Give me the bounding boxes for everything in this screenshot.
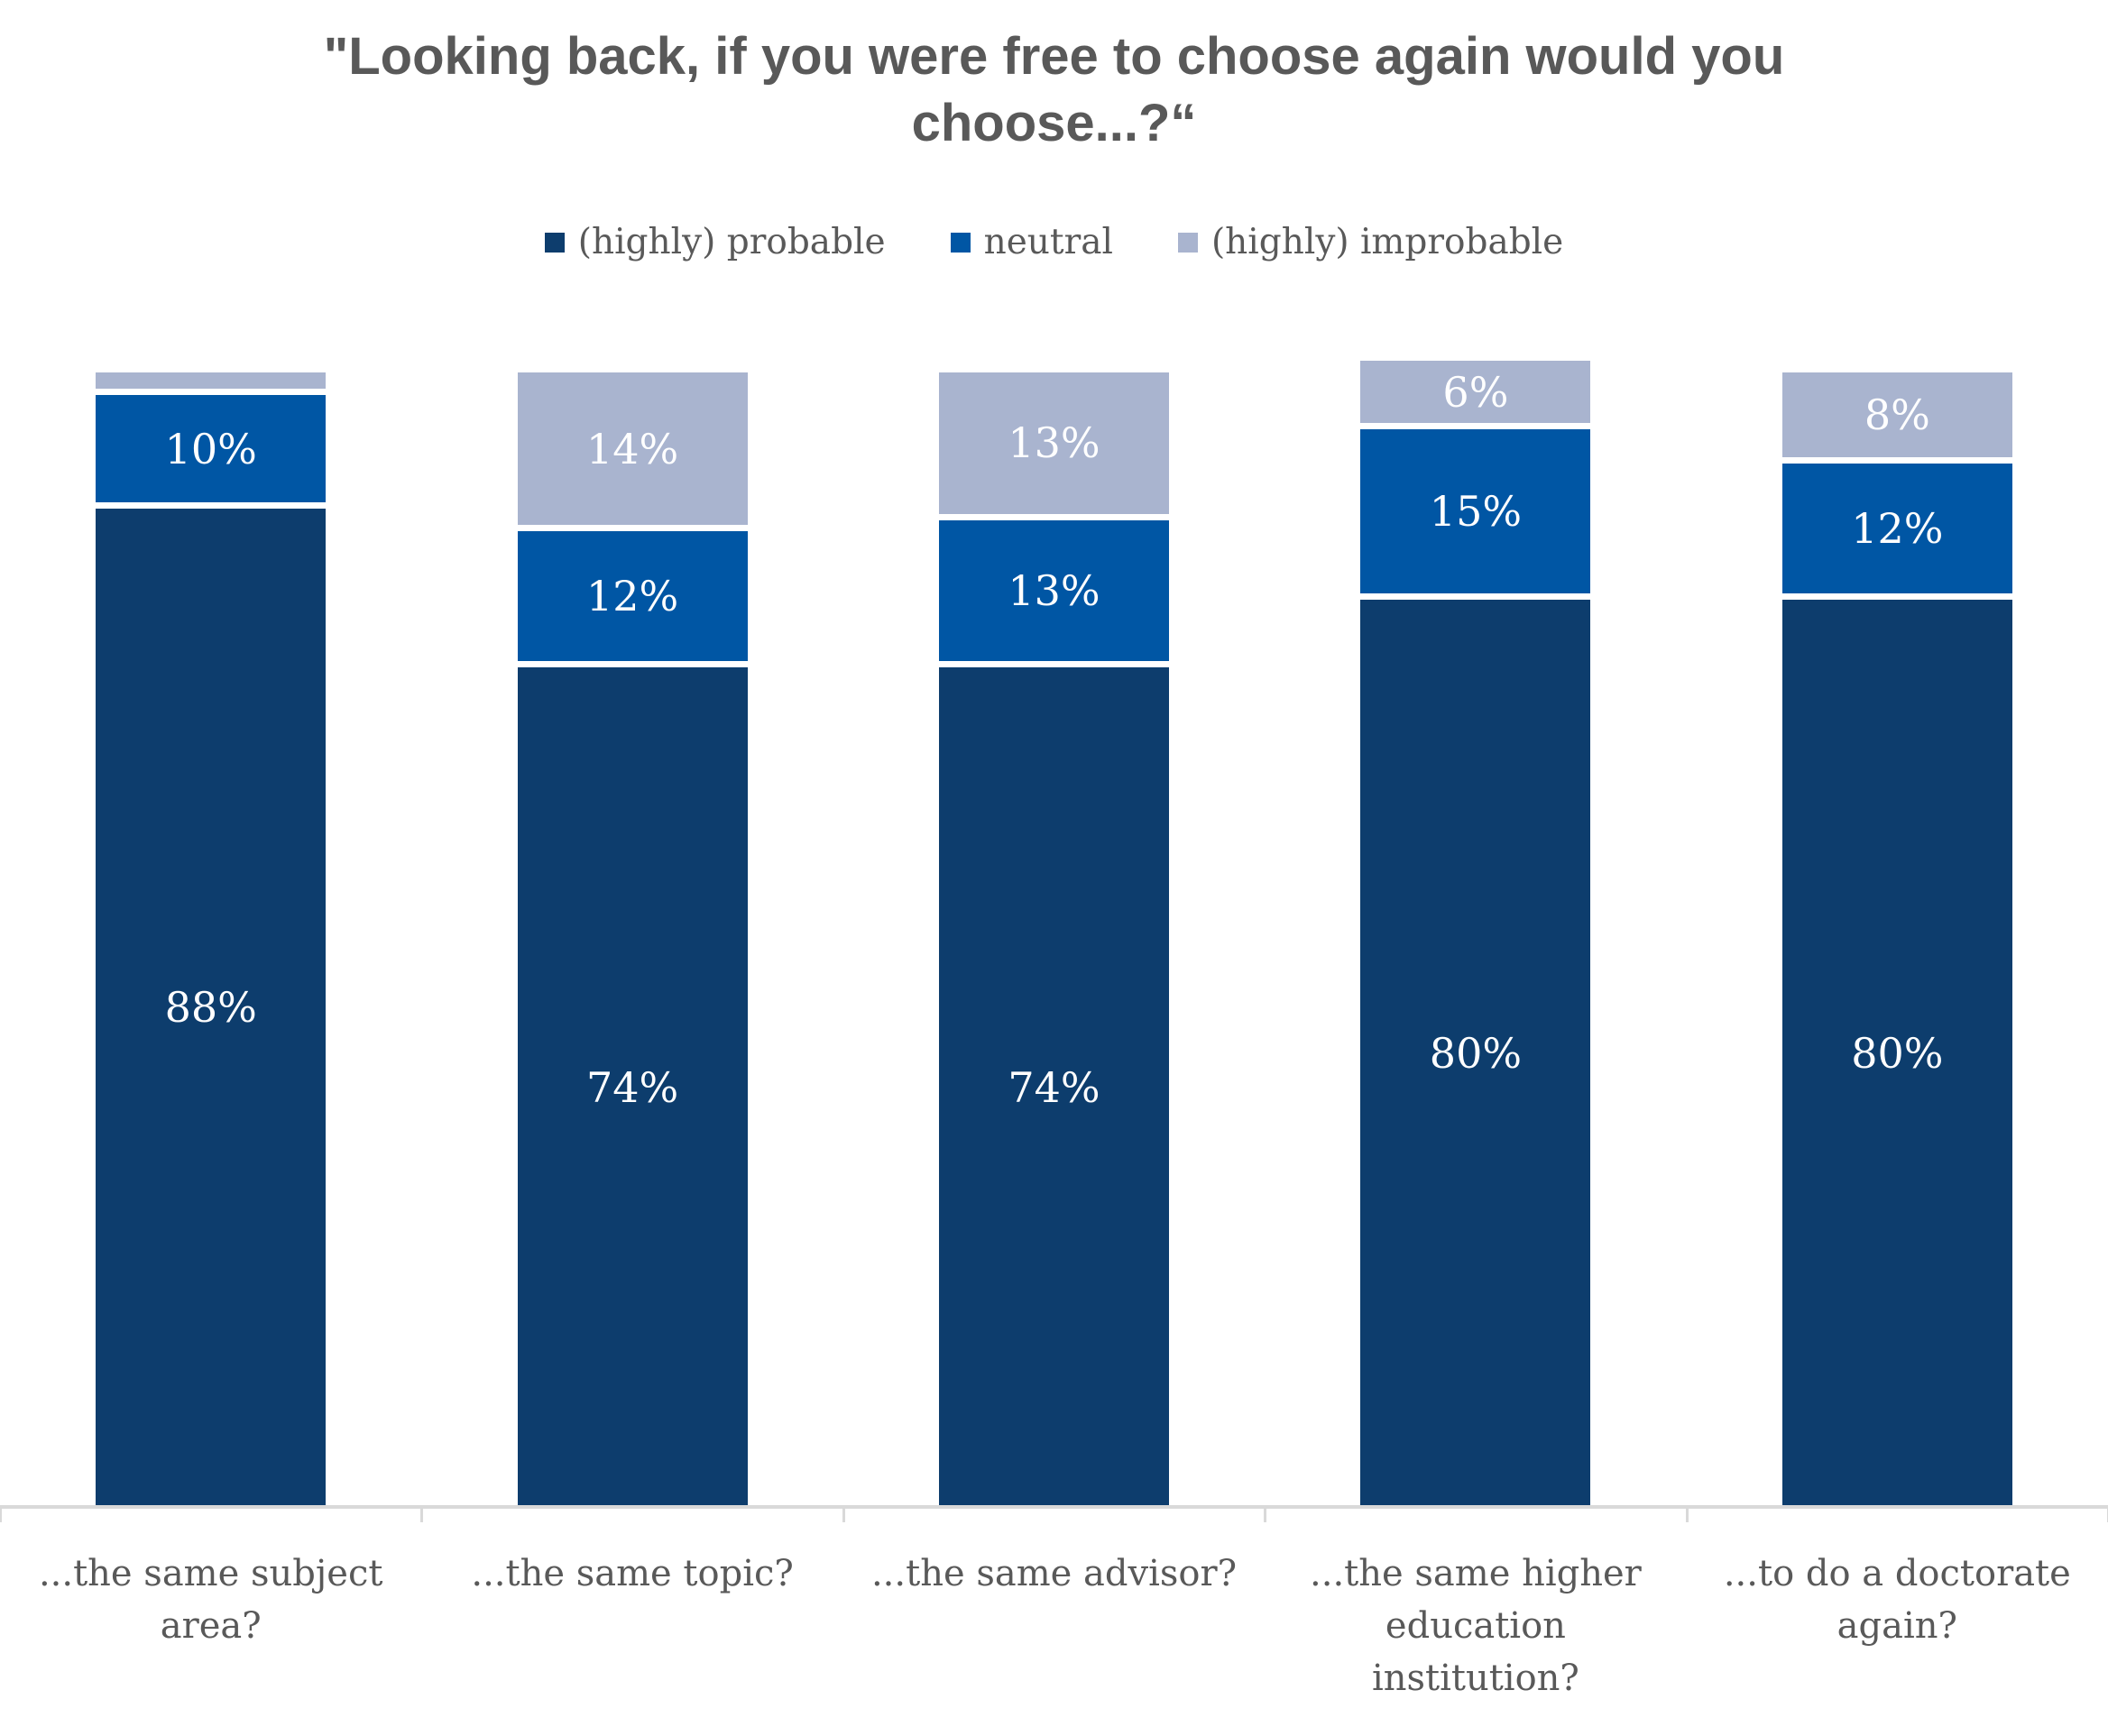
bar-segment-highly-probable: 74% [939,667,1170,1507]
x-axis-line [0,1505,2108,1509]
bar-column-5: 80% 12% 8% [1687,372,2108,1507]
bar-segment-highly-improbable: 14% [517,372,748,532]
legend-item-highly-probable: (highly) probable [544,222,886,262]
bar-value-label: 88% [164,983,257,1033]
bar-column-2: 74% 12% 14% [421,372,842,1507]
bar-column-1: 88% 10% [0,372,421,1507]
bar-segment-highly-probable: 80% [1360,599,1591,1507]
axis-tick [0,1505,2,1522]
legend-label: (highly) probable [577,222,886,262]
axis-tick [842,1505,845,1522]
bar-value-label: 74% [1008,1062,1100,1112]
bar-value-label: 13% [1008,418,1100,468]
bar-value-label: 13% [1008,565,1100,615]
bar-value-label: 15% [1429,486,1523,536]
bar-segment-neutral: 10% [96,395,327,509]
stacked-bar-5: 80% 12% 8% [1781,372,2012,1507]
legend-label: (highly) improbable [1210,222,1564,262]
bar-segment-highly-improbable: 6% [1360,361,1591,429]
legend-item-neutral: neutral [950,222,1113,262]
bar-segment-highly-probable: 88% [96,508,327,1507]
legend-label: neutral [983,222,1113,262]
chart-title: "Looking back, if you were free to choos… [323,27,1785,153]
stacked-bar-4: 80% 15% 6% [1360,361,1591,1507]
bar-value-label: 74% [585,1062,679,1112]
axis-tick [1264,1505,1267,1522]
category-label-5: ...to do a doctorate again? [1687,1548,2108,1704]
bar-segment-neutral: 13% [939,519,1170,668]
bar-segment-highly-improbable: 8% [1781,372,2012,464]
bar-segment-neutral: 12% [1781,463,2012,600]
legend: (highly) probable neutral (highly) improba… [0,222,2108,262]
category-label-1: ...the same subject area? [0,1548,421,1704]
stacked-bar-2: 74% 12% 14% [517,372,748,1507]
axis-tick [420,1505,424,1522]
category-label-text: ...the same topic? [471,1553,794,1594]
legend-swatch-icon [1177,232,1198,253]
bar-segment-highly-improbable [96,372,327,396]
category-label-text: ...the same higher education institution… [1310,1553,1642,1699]
category-labels: ...the same subject area? ...the same top… [0,1548,2108,1704]
category-label-3: ...the same advisor? [843,1548,1265,1704]
plot-area: 88% 10% 74% 12% 14% 74% 13% 13% 80% 15% 6% 80% 12% 8% [0,361,2108,1507]
axis-tick [1685,1505,1689,1522]
bar-column-3: 74% 13% 13% [843,372,1265,1507]
bar-value-label: 12% [585,572,679,621]
bar-value-label: 80% [1429,1028,1523,1078]
bar-value-label: 80% [1851,1028,1944,1078]
legend-swatch-icon [544,232,565,253]
stacked-bar-3: 74% 13% 13% [939,372,1170,1507]
bar-segment-highly-probable: 74% [517,667,748,1507]
stacked-bar-1: 88% 10% [96,372,327,1507]
bar-segment-neutral: 12% [517,531,748,668]
category-label-4: ...the same higher education institution… [1265,1548,1686,1704]
category-label-text: ...the same advisor? [870,1553,1238,1594]
bar-segment-highly-probable: 80% [1781,599,2012,1507]
bar-segment-highly-improbable: 13% [939,372,1170,520]
bar-segment-neutral: 15% [1360,428,1591,600]
bar-value-label: 10% [164,424,257,473]
bar-value-label: 12% [1851,503,1944,553]
bar-value-label: 6% [1442,367,1509,417]
bar-value-label: 8% [1864,390,1930,439]
legend-swatch-icon [950,232,971,253]
category-label-text: ...the same subject area? [38,1553,383,1647]
bar-column-4: 80% 15% 6% [1265,361,1686,1507]
category-label-text: ...to do a doctorate again? [1723,1553,2071,1647]
legend-item-highly-improbable: (highly) improbable [1177,222,1564,262]
category-label-2: ...the same topic? [421,1548,842,1704]
bar-value-label: 14% [585,424,679,473]
